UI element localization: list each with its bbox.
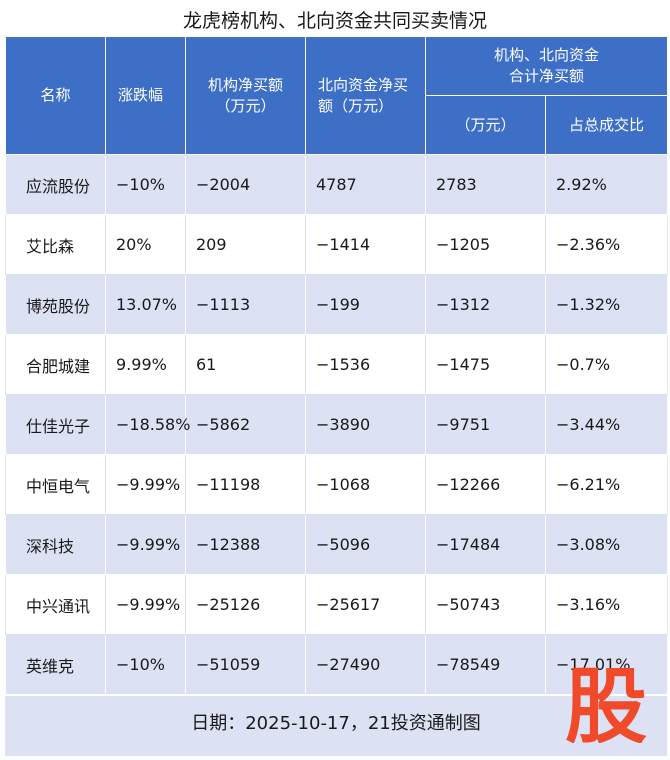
cell-change: 20%: [105, 214, 186, 275]
cell-name: 博苑股份: [5, 274, 106, 335]
cell-combined: −17484: [425, 514, 546, 575]
cell-north-net: −1068: [305, 454, 426, 515]
cell-inst-net: 209: [185, 214, 306, 275]
cell-share: −2.36%: [544, 214, 669, 275]
table-row: 中恒电气 −9.99% −11198 −1068 −12266 −6.21%: [5, 454, 669, 515]
cell-change: −10%: [105, 154, 186, 215]
cell-name: 艾比森: [5, 214, 106, 275]
table-row: 英维克 −10% −51059 −27490 −78549 −17.01%: [5, 634, 669, 695]
cell-change: −9.99%: [105, 514, 186, 575]
cell-inst-net: −5862: [185, 394, 306, 455]
cell-combined: −78549: [425, 634, 546, 695]
cell-change: 13.07%: [105, 274, 186, 335]
cell-inst-net: −1113: [185, 274, 306, 335]
header-combined-group: 机构、北向资金 合计净买额: [424, 36, 669, 96]
header-name: 名称: [5, 36, 106, 155]
cell-combined: −50743: [425, 574, 546, 635]
header-inst-net: 机构净买额 （万元）: [185, 36, 306, 155]
cell-north-net: −1414: [305, 214, 426, 275]
footer-caption: 日期：2025-10-17，21投资通制图: [5, 696, 667, 756]
cell-change: −9.99%: [105, 454, 186, 515]
cell-share: −3.08%: [544, 514, 669, 575]
cell-name: 合肥城建: [5, 334, 106, 395]
cell-share: −0.7%: [544, 334, 669, 395]
data-table: 名称 涨跌幅 机构净买额 （万元） 北向资金净买 额（万元） 机构、北向资金 合计净买…: [5, 36, 669, 695]
cell-combined: −1312: [425, 274, 546, 335]
cell-north-net: −199: [305, 274, 426, 335]
cell-combined: −9751: [425, 394, 546, 455]
cell-change: −18.58%: [105, 394, 190, 455]
cell-combined: 2783: [425, 154, 546, 215]
table-row: 应流股份 −10% −2004 4787 2783 2.92%: [5, 154, 669, 215]
cell-share: −3.44%: [544, 394, 669, 455]
cell-change: 9.99%: [105, 334, 186, 395]
cell-inst-net: −51059: [185, 634, 306, 695]
cell-north-net: 4787: [305, 154, 426, 215]
cell-share: −1.32%: [544, 274, 669, 335]
cell-share: 2.92%: [544, 154, 669, 215]
table-row: 博苑股份 13.07% −1113 −199 −1312 −1.32%: [5, 274, 669, 335]
cell-inst-net: 61: [185, 334, 306, 395]
cell-share: −6.21%: [544, 454, 669, 515]
svg-text:股: 股: [565, 665, 647, 743]
cell-inst-net: −11198: [185, 454, 306, 515]
cell-name: 英维克: [5, 634, 106, 695]
cell-combined: −12266: [425, 454, 546, 515]
cell-north-net: −3890: [305, 394, 426, 455]
header-share: 占总成交比: [544, 95, 669, 155]
table-title: 龙虎榜机构、北向资金共同买卖情况: [182, 10, 487, 32]
cell-combined: −1205: [425, 214, 546, 275]
cell-share: −17.01%: [544, 634, 669, 695]
table-row: 合肥城建 9.99% 61 −1536 −1475 −0.7%: [5, 334, 669, 395]
cell-share: −3.16%: [544, 574, 669, 635]
cell-north-net: −5096: [305, 514, 426, 575]
cell-inst-net: −2004: [185, 154, 306, 215]
cell-north-net: −25617: [305, 574, 426, 635]
logo-gu: 股: [565, 665, 647, 743]
cell-name: 中兴通讯: [5, 574, 106, 635]
cell-combined: −1475: [425, 334, 546, 395]
cell-name: 深科技: [5, 514, 106, 575]
cell-north-net: −27490: [305, 634, 426, 695]
cell-inst-net: −12388: [185, 514, 306, 575]
table-row: 深科技 −9.99% −12388 −5096 −17484 −3.08%: [5, 514, 669, 575]
cell-change: −10%: [105, 634, 186, 695]
cell-name: 中恒电气: [5, 454, 106, 515]
cell-north-net: −1536: [305, 334, 426, 395]
header-change: 涨跌幅: [105, 36, 186, 155]
cell-inst-net: −25126: [185, 574, 306, 635]
table-row: 中兴通讯 −9.99% −25126 −25617 −50743 −3.16%: [5, 574, 669, 635]
table-row: 仕佳光子 −18.58% −5862 −3890 −9751 −3.44%: [5, 394, 669, 455]
cell-name: 仕佳光子: [5, 394, 106, 455]
table-row: 艾比森 20% 209 −1414 −1205 −2.36%: [5, 214, 669, 275]
cell-change: −9.99%: [105, 574, 186, 635]
header-north-net: 北向资金净买 额（万元）: [305, 36, 426, 155]
cell-name: 应流股份: [5, 154, 106, 215]
header-combined-amount: （万元）: [425, 95, 546, 155]
